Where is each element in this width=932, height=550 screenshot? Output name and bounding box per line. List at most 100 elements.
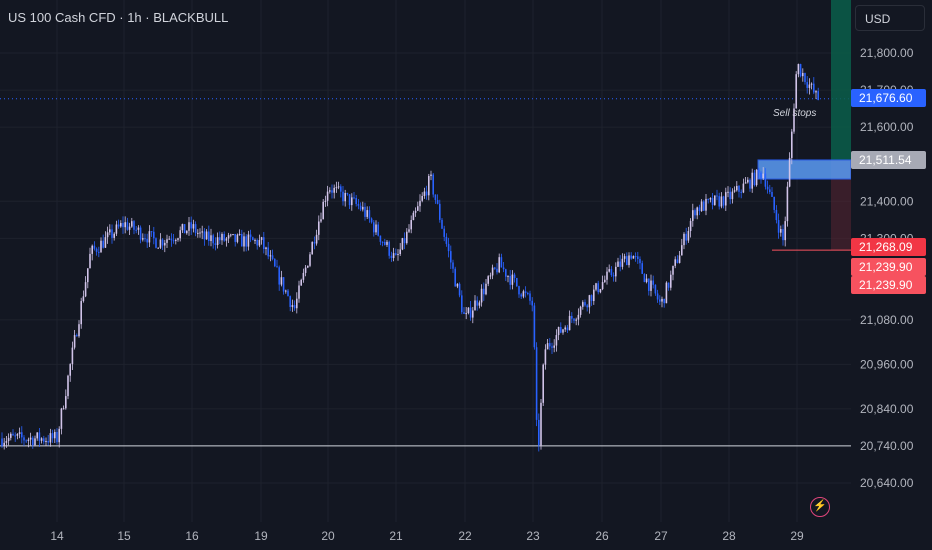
candle-down <box>111 229 113 238</box>
candle-down <box>219 237 221 241</box>
candle-down <box>445 236 448 244</box>
candle-down <box>395 253 397 255</box>
candle-down <box>698 207 701 212</box>
candle-down <box>463 312 465 314</box>
candle-down <box>377 224 379 236</box>
candle-up <box>104 237 107 248</box>
lightning-icon[interactable]: ⚡ <box>810 497 830 517</box>
candle-up <box>751 172 753 189</box>
candle-up <box>678 255 681 263</box>
candle-down <box>56 431 58 443</box>
candle-down <box>447 243 450 252</box>
candle-up <box>304 267 307 273</box>
candle-down <box>509 276 511 285</box>
candle-up <box>720 196 723 207</box>
candle-up <box>604 279 606 283</box>
candle-down <box>777 220 780 233</box>
candle-up <box>16 433 19 436</box>
candle-down <box>461 295 463 313</box>
candle-up <box>705 198 707 211</box>
candle-up <box>487 276 489 284</box>
candle-up <box>168 238 170 240</box>
candle-up <box>333 187 335 193</box>
candle-down <box>766 186 769 190</box>
candle-down <box>590 295 593 302</box>
candle-down <box>381 241 384 243</box>
candle-up <box>221 233 223 241</box>
candle-down <box>516 277 518 287</box>
candle-down <box>806 82 808 88</box>
candle-down <box>476 300 478 306</box>
candle-down <box>170 238 173 241</box>
price-tag <box>851 258 926 276</box>
candle-up <box>645 278 648 283</box>
long-position-stop[interactable] <box>831 159 851 251</box>
candle-up <box>296 298 298 309</box>
candle-down <box>799 64 802 77</box>
candle-up <box>467 307 470 314</box>
candle-down <box>500 257 503 268</box>
candle-up <box>595 283 597 290</box>
time-axis[interactable] <box>0 522 851 550</box>
long-position-target[interactable] <box>831 0 851 160</box>
candle-down <box>549 343 551 347</box>
candle-down <box>524 291 527 293</box>
candle-up <box>84 282 87 297</box>
candle-up <box>744 182 747 184</box>
candle-down <box>513 274 516 278</box>
candle-up <box>320 219 322 222</box>
candle-up <box>392 253 395 259</box>
candle-down <box>271 255 274 260</box>
candle-up <box>230 234 232 236</box>
candle-up <box>164 242 166 246</box>
price-tag-label: 21,676.60 <box>859 91 913 105</box>
candle-down <box>496 268 498 273</box>
candle-up <box>632 256 635 259</box>
currency-selector[interactable]: USD <box>855 5 925 31</box>
candle-up <box>399 249 401 255</box>
candle-up <box>588 295 591 308</box>
candle-down <box>373 222 375 233</box>
price-tag-label: 21,239.90 <box>859 260 913 274</box>
candle-down <box>571 315 573 319</box>
candle-up <box>60 408 63 429</box>
candle-down <box>135 229 137 231</box>
time-tick-label: 15 <box>117 529 131 543</box>
candle-up <box>201 231 203 233</box>
candle-up <box>628 255 630 266</box>
candle-up <box>784 221 786 241</box>
candle-up <box>179 230 181 239</box>
candle-up <box>474 300 476 311</box>
candle-up <box>311 242 313 255</box>
candle-up <box>315 234 318 244</box>
demand-zone-box[interactable] <box>757 159 852 180</box>
candle-up <box>762 173 764 179</box>
candle-down <box>483 288 485 295</box>
candle-up <box>788 157 791 187</box>
candle-up <box>106 232 109 238</box>
candle-up <box>417 206 419 211</box>
candle-down <box>161 239 164 246</box>
candle-up <box>109 229 111 233</box>
candle-up <box>786 186 789 222</box>
candle-up <box>210 235 212 242</box>
candle-down <box>390 255 393 259</box>
candle-down <box>214 243 217 245</box>
candle-down <box>773 196 775 210</box>
candle-down <box>637 256 639 259</box>
candle-up <box>408 229 410 232</box>
candle-down <box>38 432 41 441</box>
candle-up <box>58 428 60 443</box>
candle-up <box>795 74 797 109</box>
candle-down <box>342 191 344 202</box>
candle-down <box>21 432 23 438</box>
candle-up <box>733 190 736 192</box>
candle-up <box>430 174 432 176</box>
price-tag-label: 21,511.54 <box>859 153 912 167</box>
candle-down <box>738 185 740 192</box>
candle-down <box>139 227 142 240</box>
candle-up <box>553 345 555 348</box>
candle-up <box>593 289 595 302</box>
candle-up <box>665 282 668 304</box>
